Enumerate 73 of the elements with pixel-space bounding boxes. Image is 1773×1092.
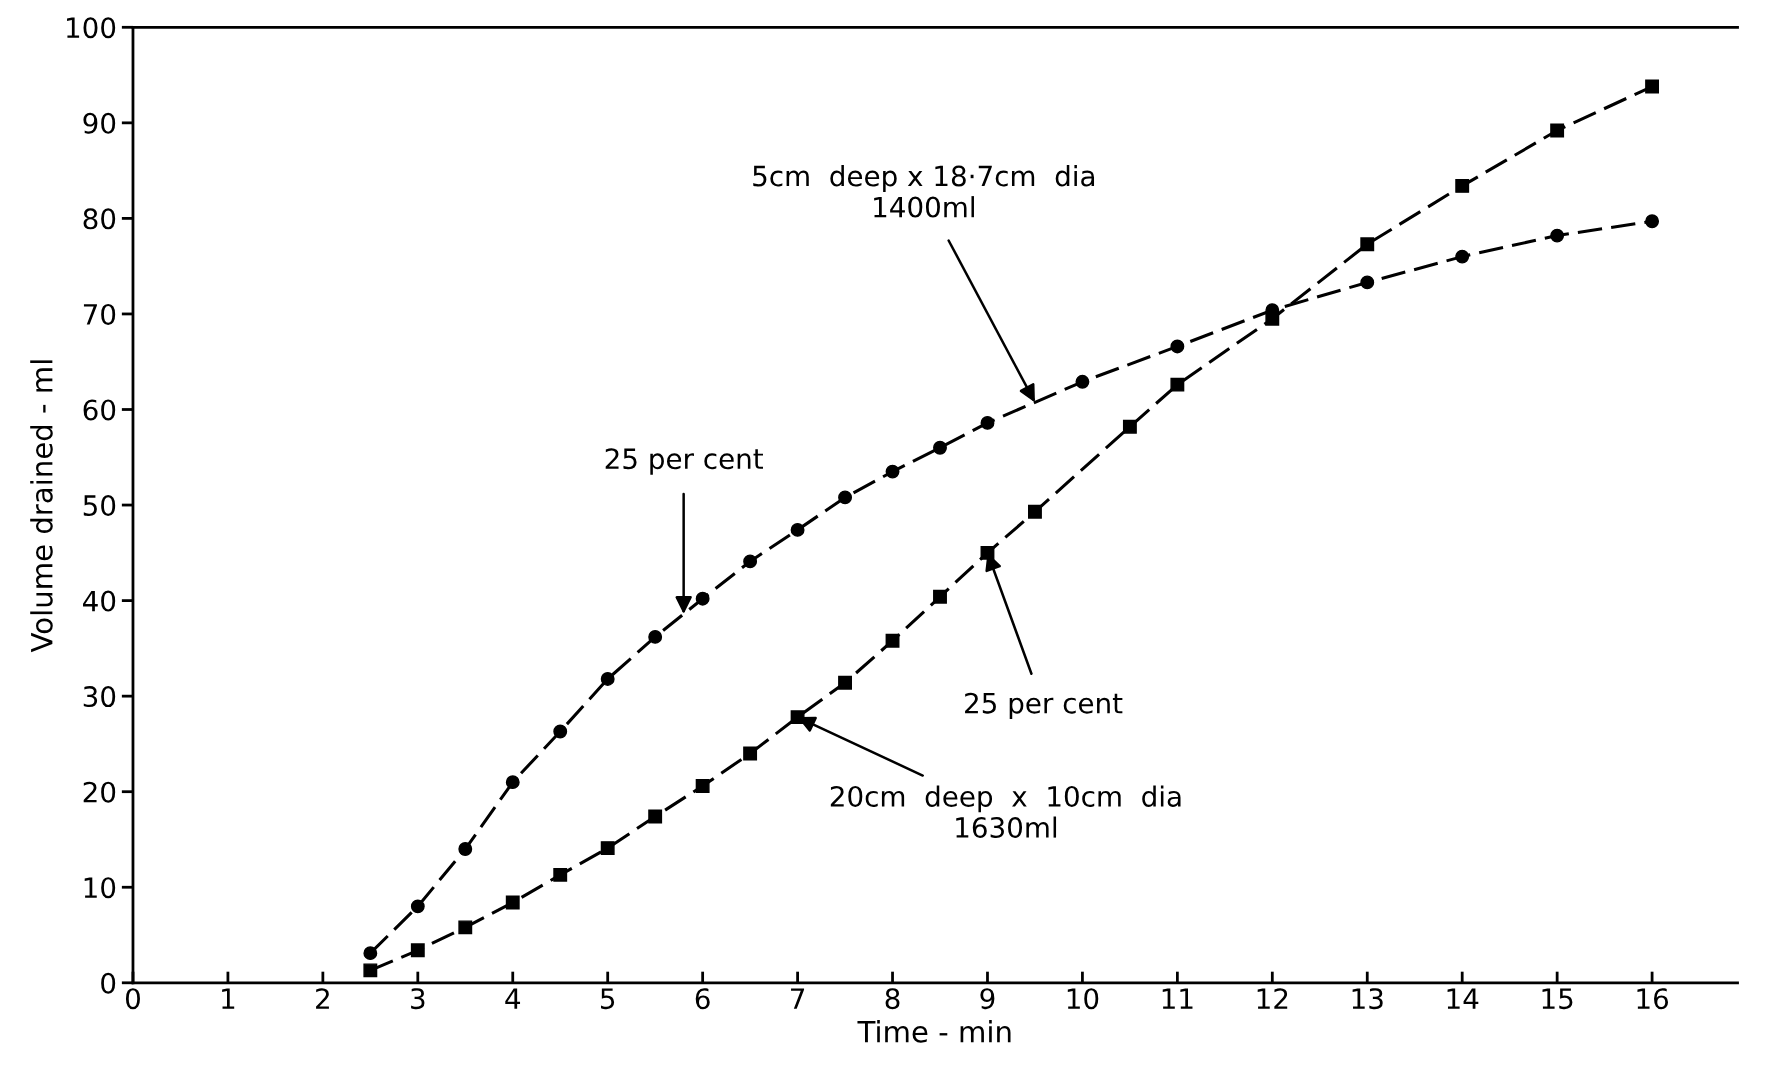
point [363, 946, 378, 961]
x-tick-label: 10 [1067, 988, 1099, 1010]
x-tick-label: 9 [980, 988, 995, 1010]
point [505, 895, 520, 910]
y-tick-label: 0 [101, 972, 116, 994]
point [790, 522, 805, 537]
point [553, 724, 568, 739]
point [933, 440, 947, 455]
y-tick-label: 40 [83, 590, 116, 612]
annotation: 25 per cent [965, 692, 1123, 720]
point [695, 591, 710, 606]
point [838, 490, 853, 505]
point [1360, 275, 1375, 290]
y-tick-label: 20 [83, 781, 116, 803]
point [1645, 214, 1660, 229]
annotation: 20cm deep x 10cm dia 1630ml [830, 785, 1181, 839]
x-tick-label: 15 [1542, 988, 1573, 1010]
point [648, 629, 663, 644]
x-tick-label: 8 [885, 988, 900, 1010]
y-tick-label: 30 [83, 686, 116, 708]
y-tick-label: 100 [67, 17, 116, 39]
point [1550, 228, 1565, 243]
point [838, 675, 853, 690]
x-tick-label: 16 [1637, 988, 1669, 1010]
x-tick-label: 4 [505, 988, 521, 1009]
point [1645, 79, 1660, 94]
y-tick-label: 10 [84, 877, 116, 899]
point [885, 464, 900, 479]
x-tick-label: 0 [125, 988, 140, 1010]
point [1455, 249, 1470, 264]
x-tick-label: 2 [316, 988, 329, 1009]
point [1028, 504, 1042, 519]
point [933, 589, 947, 604]
x-tick-label: 1 [222, 988, 235, 1009]
point [1170, 377, 1185, 392]
x-tick-label: 6 [695, 988, 710, 1010]
point [980, 415, 995, 430]
y-tick-label: 50 [83, 494, 116, 516]
point [1075, 374, 1090, 389]
point [363, 963, 378, 978]
x-tick-label: 13 [1352, 988, 1383, 1010]
y-tick-label: 90 [83, 112, 116, 134]
point [695, 779, 710, 793]
x-tick-label: 7 [791, 988, 805, 1009]
point [600, 672, 615, 686]
point [458, 842, 473, 856]
y-tick-label: 70 [83, 303, 116, 325]
annotation: 5cm deep x 18·7cm dia 1400ml [753, 165, 1095, 218]
point [410, 899, 425, 914]
point [648, 809, 663, 824]
annotation: 25 per cent [605, 448, 763, 475]
point [1170, 339, 1185, 354]
point [885, 633, 900, 648]
point [1455, 178, 1470, 193]
point [1360, 237, 1375, 252]
y-axis-title: Volume drained - ml [30, 360, 53, 653]
point [553, 867, 568, 882]
x-tick-label: 12 [1257, 988, 1288, 1009]
x-tick-label: 11 [1162, 988, 1193, 1009]
point [458, 920, 473, 935]
x-tick-label: 3 [411, 988, 425, 1010]
y-tick-label: 60 [83, 399, 116, 421]
point [410, 943, 425, 958]
point [743, 746, 758, 761]
point [1550, 123, 1565, 138]
x-axis-title: Time - min [857, 1020, 1011, 1043]
point [600, 841, 615, 856]
point [505, 775, 520, 790]
x-tick-label: 14 [1447, 988, 1479, 1009]
y-tick-label: 80 [83, 208, 116, 230]
point [743, 554, 758, 569]
x-tick-label: 5 [601, 988, 615, 1010]
point [1122, 419, 1137, 434]
